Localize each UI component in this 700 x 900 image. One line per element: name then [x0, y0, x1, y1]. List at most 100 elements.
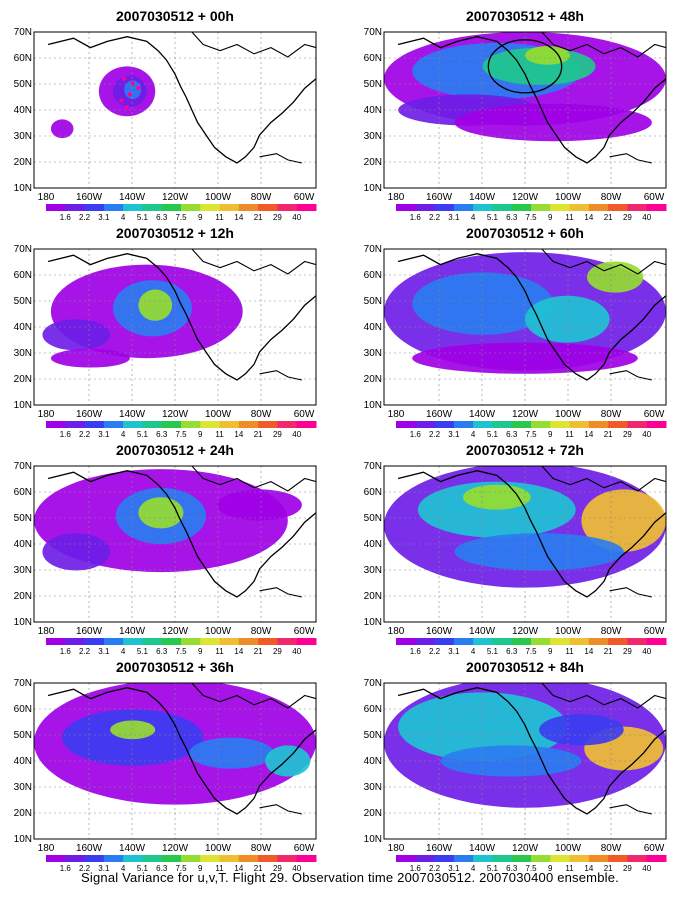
lat-tick-label: 60N: [14, 487, 32, 498]
colorbar-swatch: [588, 855, 609, 862]
variance-contour: [138, 289, 173, 321]
coastline: [397, 36, 666, 164]
colorbar-label: 2.2: [429, 647, 441, 656]
colorbar-swatch: [396, 638, 416, 645]
colorbar-swatch: [103, 638, 124, 645]
variance-field: [34, 32, 316, 188]
colorbar-swatch: [123, 638, 143, 645]
lon-tick-label: 60W: [294, 192, 315, 203]
colorbar-label: 40: [642, 430, 651, 439]
colorbar-label: 4: [121, 213, 126, 222]
colorbar-swatch: [123, 204, 143, 211]
lon-tick-label: 140W: [469, 192, 496, 203]
variance-contour: [42, 533, 111, 571]
colorbar-label: 1.6: [410, 430, 422, 439]
colorbar-label: 11: [565, 213, 574, 222]
lon-tick-label: 100W: [555, 843, 582, 854]
colorbar-swatch: [84, 204, 105, 211]
lat-tick-label: 50N: [364, 730, 382, 741]
colorbar-label: 1.6: [60, 647, 72, 656]
lat-tick-label: 10N: [364, 834, 382, 845]
lat-tick-label: 60N: [14, 704, 32, 715]
lat-tick-label: 10N: [14, 834, 32, 845]
lon-tick-label: 60W: [644, 409, 665, 420]
colorbar-swatch: [492, 638, 513, 645]
lon-tick-label: 140W: [119, 192, 146, 203]
colorbar-label: 29: [623, 430, 632, 439]
colorbar-swatch: [65, 855, 86, 862]
colorbar-swatch: [238, 855, 259, 862]
lat-tick-label: 60N: [364, 704, 382, 715]
lon-tick-label: 160W: [76, 409, 103, 420]
colorbar-swatch: [46, 421, 66, 428]
colorbar-label: 1.6: [60, 213, 72, 222]
lon-tick-label: 160W: [426, 843, 453, 854]
colorbar-label: 21: [254, 430, 263, 439]
coastline: [541, 249, 666, 275]
variance-contour: [525, 295, 610, 343]
colorbar-label: 14: [584, 213, 593, 222]
lon-tick-label: 140W: [119, 409, 146, 420]
colorbar-swatch: [434, 638, 455, 645]
colorbar-label: 7.5: [525, 864, 537, 873]
lat-tick-label: 70N: [14, 244, 32, 255]
colorbar-swatch: [473, 421, 493, 428]
variance-field: [384, 32, 666, 188]
coastline: [47, 470, 316, 598]
lat-tick-label: 50N: [14, 730, 32, 741]
lat-tick-label: 10N: [364, 183, 382, 194]
lat-tick-label: 60N: [364, 53, 382, 64]
colorbar-label: 6.3: [156, 864, 168, 873]
colorbar-label: 40: [642, 864, 651, 873]
colorbar-swatch: [608, 204, 628, 211]
colorbar-swatch: [238, 638, 259, 645]
colorbar-swatch: [142, 421, 163, 428]
colorbar-label: 14: [584, 647, 593, 656]
lon-tick-label: 60W: [294, 626, 315, 637]
colorbar-swatch: [161, 855, 182, 862]
panel-72h: 2007030512 + 72h 70N 60N 50N 40N 30N 20N 10N 18…: [364, 442, 670, 659]
colorbar-label: 29: [273, 864, 282, 873]
colorbar-swatch: [415, 204, 436, 211]
lon-tick-label: 160W: [426, 192, 453, 203]
lat-tick-label: 50N: [364, 296, 382, 307]
lon-tick-label: 60W: [644, 192, 665, 203]
lat-tick-label: 20N: [364, 808, 382, 819]
colorbar-label: 6.3: [506, 864, 518, 873]
lat-tick-label: 20N: [14, 157, 32, 168]
colorbar-label: 4: [471, 213, 476, 222]
colorbar-swatch: [569, 421, 590, 428]
variance-contour: [539, 714, 624, 746]
colorbar-swatch: [277, 638, 298, 645]
colorbar-swatch: [84, 421, 105, 428]
colorbar-swatch: [181, 204, 201, 211]
variance-map: 70N 60N 50N 40N 30N 20N 10N 180 160W 140W 120W 100W…: [364, 27, 670, 225]
variance-map: 70N 60N 50N 40N 30N 20N 10N 180 160W 140W 120W 100W…: [364, 461, 670, 659]
colorbar-swatch: [65, 638, 86, 645]
colorbar-label: 4: [121, 647, 126, 656]
colorbar-swatch: [161, 421, 182, 428]
colorbar-swatch: [588, 638, 609, 645]
coastline: [541, 32, 666, 58]
colorbar-swatch: [453, 421, 474, 428]
colorbar-label: 7.5: [175, 647, 187, 656]
colorbar-label: 40: [292, 864, 301, 873]
coastline: [191, 683, 316, 709]
lat-tick-label: 40N: [14, 322, 32, 333]
colorbar-swatch: [531, 421, 551, 428]
panel-48h: 2007030512 + 48h 70N 60N 50N 40N 30N 20N 10N 18…: [364, 8, 670, 225]
variance-contour: [412, 272, 554, 335]
lon-tick-label: 100W: [205, 626, 232, 637]
colorbar-swatch: [608, 638, 628, 645]
colorbar-label: 5.1: [487, 213, 499, 222]
lon-tick-label: 180: [388, 409, 405, 420]
observation-marker: [119, 98, 124, 103]
colorbar-swatch: [511, 204, 532, 211]
lat-tick-label: 30N: [364, 131, 382, 142]
variance-contour: [581, 489, 666, 552]
colorbar-label: 21: [604, 430, 613, 439]
lon-tick-label: 140W: [469, 843, 496, 854]
lat-tick-label: 70N: [14, 27, 32, 38]
colorbar-label: 2.2: [429, 430, 441, 439]
colorbar-swatch: [511, 638, 532, 645]
